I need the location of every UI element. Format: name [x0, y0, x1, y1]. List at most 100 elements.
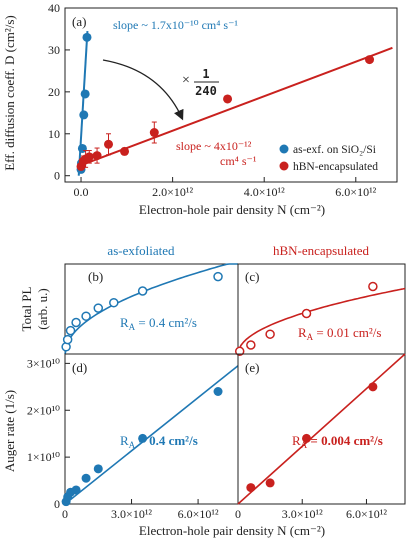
panel-c-fit-curve — [237, 287, 406, 355]
panel-b-ylabel-line2: (arb. u.) — [35, 288, 50, 330]
panel-b-annotation-prefix: R — [120, 315, 129, 330]
ratio-denominator: 240 — [195, 84, 217, 98]
panel-d-annotation: RA = 0.4 cm²/s — [120, 433, 198, 450]
panel-a-point-red — [92, 151, 102, 161]
panel-d-fit-line — [64, 365, 239, 505]
panel-e-xticks: 0 3.0×10¹² 6.0×10¹² — [235, 499, 387, 521]
panel-e-frame — [237, 353, 406, 505]
panel-b-point — [213, 271, 223, 282]
ratio-times: × — [182, 73, 190, 88]
panel-a-points — [76, 32, 375, 174]
panel-c-point — [301, 308, 312, 319]
panel-c-label: (c) — [245, 269, 259, 284]
panel-c-points — [234, 281, 378, 357]
panel-a-point-red — [84, 152, 94, 162]
panel-a-point-red — [223, 94, 233, 104]
panel-a-point-red — [149, 128, 159, 138]
blue-slope-annotation: slope ~ 1.7x10⁻¹⁰ cm⁴ s⁻¹ — [113, 18, 238, 32]
legend-marker-red — [279, 161, 289, 171]
panel-e-point — [302, 433, 312, 443]
panel-e-point — [246, 483, 256, 493]
panel-b-annotation-value: = 0.4 cm²/s — [135, 315, 197, 330]
panel-a-frame — [64, 7, 398, 183]
panel-d-point — [93, 464, 103, 474]
panel-c-frame — [237, 263, 406, 355]
panel-a-point-red — [365, 55, 375, 65]
panel-d-ytick-label: 1×10¹⁰ — [27, 450, 60, 464]
panel-a-point-blue — [79, 110, 89, 120]
panel-b-label: (b) — [88, 269, 103, 284]
panel-d: (d) Auger rate (1/s) 0 3.0×10¹² 6.0×10¹² 0… — [2, 353, 239, 521]
panel-a-xtick-label: 0.0 — [74, 185, 89, 199]
panel-d-point — [138, 433, 148, 443]
panel-a-ylabel: Eff. diffusion coeff. D (cm²/s) — [2, 15, 17, 171]
panel-b-fit-curve — [64, 263, 238, 355]
column-title-as-exfoliated: as-exfoliated — [107, 243, 175, 258]
panel-e-label: (e) — [245, 360, 259, 375]
panel-e-xtick-label: 6.0×10¹² — [346, 507, 387, 521]
panel-e-annotation: RA = 0.004 cm²/s — [292, 433, 383, 450]
panel-a-ytick-label: 20 — [48, 85, 60, 99]
panel-b-point — [81, 311, 91, 321]
panel-b-points — [61, 271, 223, 352]
legend-label-red: hBN-encapsulated — [293, 161, 378, 173]
panel-c-annotation-prefix: R — [298, 325, 307, 340]
bottom-xlabel: Electron-hole pair density N (cm⁻²) — [139, 523, 325, 538]
panel-b-annotation: RA = 0.4 cm²/s — [120, 315, 197, 332]
panel-a-xtick-label: 4.0×10¹² — [244, 185, 285, 199]
panel-d-annotation-value: = 0.4 cm²/s — [135, 433, 198, 448]
panel-c-annotation-value: = 0.01 cm²/s — [313, 325, 381, 340]
panel-a-legend: as-exf. on SiO₂/Si hBN-encapsulated — [279, 144, 378, 173]
panel-d-point — [81, 473, 91, 483]
panel-a-ytick-label: 30 — [48, 43, 60, 57]
panel-d-annotation-sub: A — [129, 440, 136, 450]
panel-d-point — [71, 485, 81, 495]
legend-marker-blue — [279, 144, 289, 154]
panel-c-point — [368, 281, 378, 292]
panel-a-xticks: 0.0 2.0×10¹² 4.0×10¹² 6.0×10¹² — [74, 177, 377, 199]
panel-a-ytick-label: 0 — [54, 169, 60, 183]
red-slope-annotation-line2: cm⁴ s⁻¹ — [220, 154, 257, 168]
panel-d-ytick-label: 3×10¹⁰ — [27, 356, 60, 370]
panel-d-xticks: 0 3.0×10¹² 6.0×10¹² — [62, 499, 219, 521]
panel-b-point — [137, 286, 148, 296]
panel-a-point-red — [104, 139, 114, 149]
panel-d-xtick-label: 6.0×10¹² — [178, 507, 219, 521]
panel-b-point — [71, 317, 81, 328]
panel-b-annotation-sub: A — [129, 322, 136, 332]
panel-d-ytick-label: 2×10¹⁰ — [27, 403, 60, 417]
panel-c-point — [246, 340, 256, 350]
panel-b-point — [62, 334, 73, 345]
panel-a-point-blue — [82, 32, 92, 42]
legend-label-blue: as-exf. on SiO₂/Si — [293, 144, 376, 156]
panel-c-point — [265, 329, 275, 339]
panel-e-xtick-label: 0 — [235, 507, 241, 521]
panel-d-xtick-label: 0 — [62, 507, 68, 521]
panel-d-annotation-prefix: R — [120, 433, 129, 448]
panel-b-point — [93, 303, 104, 313]
ratio-numerator: 1 — [202, 67, 209, 81]
panel-e-xtick-label: 3.0×10¹² — [282, 507, 323, 521]
panel-d-yticks: 0 1×10¹⁰ 2×10¹⁰ 3×10¹⁰ — [27, 356, 70, 511]
panel-d-xtick-label: 3.0×10¹² — [111, 507, 152, 521]
panel-e-fit-line — [237, 353, 406, 505]
panel-e-fit — [237, 353, 406, 505]
panel-e-annotation-value: = 0.004 cm²/s — [307, 433, 383, 448]
panel-c: (c) RA = 0.01 cm²/s — [234, 263, 406, 357]
panel-a-yticks: 0 10 20 30 40 — [48, 1, 70, 183]
panel-e-annotation-prefix: R — [292, 433, 301, 448]
panel-c-fit — [237, 287, 406, 355]
panel-e-annotation-sub: A — [301, 440, 308, 450]
panel-b: (b) Total PL (arb. u.) RA = 0.4 cm²/s — [19, 263, 239, 355]
panel-a-point-blue — [80, 89, 90, 99]
panel-a-label: (a) — [72, 14, 86, 29]
panel-b-ylabel-line1: Total PL — [19, 286, 34, 331]
panel-d-label: (d) — [72, 360, 87, 375]
panel-e-points — [246, 382, 378, 493]
column-title-hbn: hBN-encapsulated — [273, 243, 370, 258]
panel-a-xlabel: Electron-hole pair density N (cm⁻²) — [139, 202, 325, 217]
panel-a-point-red — [120, 146, 130, 156]
panel-b-point — [65, 325, 76, 336]
panel-a-ytick-label: 40 — [48, 1, 60, 15]
